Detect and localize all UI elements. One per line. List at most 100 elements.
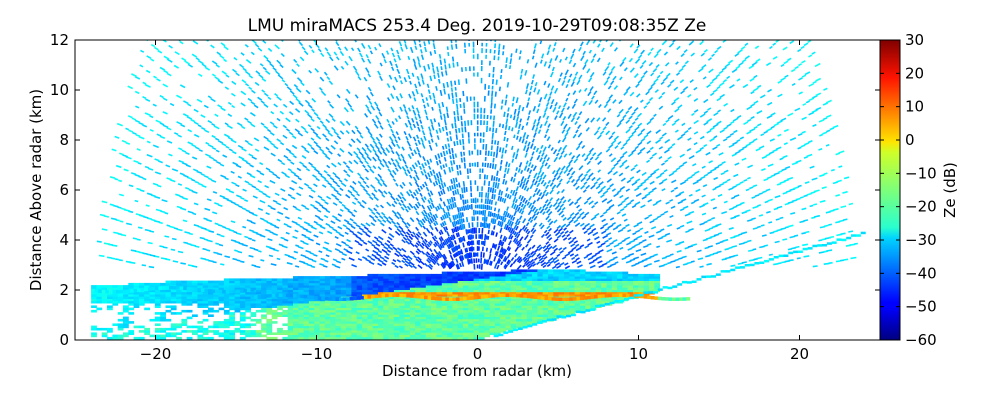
reflectivity-gate	[447, 323, 453, 326]
reflectivity-gate	[335, 282, 342, 286]
reflectivity-gate	[578, 165, 584, 171]
reflectivity-gate	[581, 215, 587, 220]
reflectivity-gate	[419, 219, 425, 226]
reflectivity-gate	[491, 78, 494, 85]
reflectivity-gate	[584, 173, 588, 178]
reflectivity-gate	[493, 212, 496, 218]
reflectivity-gate	[450, 80, 453, 87]
reflectivity-gate	[596, 57, 601, 63]
reflectivity-gate	[544, 162, 548, 167]
reflectivity-gate	[648, 97, 654, 102]
reflectivity-gate	[435, 160, 439, 166]
reflectivity-gate	[112, 296, 119, 299]
reflectivity-gate	[146, 253, 151, 256]
reflectivity-gate	[337, 153, 342, 157]
reflectivity-gate	[425, 316, 432, 320]
reflectivity-gate	[777, 80, 782, 84]
reflectivity-gate	[562, 199, 567, 204]
reflectivity-gate	[404, 291, 411, 295]
reflectivity-gate	[388, 144, 393, 150]
reflectivity-gate	[700, 175, 706, 180]
reflectivity-gate	[362, 318, 368, 322]
reflectivity-gate	[565, 97, 569, 102]
reflectivity-gate	[528, 202, 533, 209]
reflectivity-gate	[399, 191, 404, 197]
reflectivity-gate	[531, 229, 537, 235]
reflectivity-gate	[324, 178, 329, 183]
reflectivity-gate	[736, 78, 741, 82]
reflectivity-gate	[160, 296, 166, 299]
reflectivity-gate	[672, 40, 677, 43]
reflectivity-gate	[668, 42, 675, 48]
reflectivity-gate	[447, 264, 452, 270]
reflectivity-gate	[351, 276, 358, 279]
reflectivity-gate	[513, 210, 518, 217]
reflectivity-gate	[594, 201, 599, 206]
reflectivity-gate	[154, 291, 161, 295]
reflectivity-gate	[128, 282, 135, 286]
reflectivity-gate	[293, 285, 299, 288]
reflectivity-gate	[670, 189, 675, 193]
reflectivity-gate	[404, 276, 411, 279]
reflectivity-gate	[399, 287, 406, 290]
reflectivity-gate	[572, 62, 577, 68]
reflectivity-gate	[335, 41, 340, 47]
reflectivity-gate	[415, 332, 421, 335]
reflectivity-gate	[337, 161, 342, 166]
reflectivity-gate	[377, 120, 382, 125]
reflectivity-gate	[415, 330, 421, 333]
reflectivity-gate	[536, 108, 540, 114]
reflectivity-gate	[556, 167, 561, 173]
reflectivity-gate	[758, 214, 764, 217]
reflectivity-gate	[334, 175, 341, 180]
reflectivity-gate	[707, 107, 712, 111]
reflectivity-gate	[248, 74, 254, 79]
reflectivity-gate	[407, 55, 411, 61]
reflectivity-gate	[434, 213, 439, 219]
reflectivity-gate	[354, 94, 359, 99]
reflectivity-gate	[443, 88, 446, 95]
reflectivity-gate	[383, 298, 390, 302]
reflectivity-gate	[372, 323, 379, 326]
reflectivity-gate	[457, 250, 461, 256]
reflectivity-gate	[400, 153, 405, 160]
reflectivity-gate	[777, 133, 782, 137]
reflectivity-gate	[234, 305, 241, 308]
reflectivity-gate	[357, 257, 363, 262]
reflectivity-gate	[431, 276, 437, 279]
reflectivity-gate	[607, 108, 612, 113]
reflectivity-gate	[154, 285, 161, 288]
reflectivity-gate	[628, 133, 634, 139]
reflectivity-gate	[453, 116, 457, 123]
reflectivity-gate	[416, 256, 422, 261]
reflectivity-gate	[223, 309, 230, 313]
reflectivity-gate	[409, 316, 416, 320]
reflectivity-gate	[296, 192, 302, 197]
reflectivity-gate	[361, 155, 367, 161]
reflectivity-gate	[393, 318, 400, 322]
reflectivity-gate	[431, 285, 437, 288]
reflectivity-gate	[453, 183, 457, 190]
reflectivity-gate	[297, 40, 301, 42]
reflectivity-gate	[372, 307, 379, 311]
reflectivity-gate	[606, 232, 612, 236]
reflectivity-gate	[303, 221, 310, 226]
reflectivity-gate	[708, 160, 713, 164]
reflectivity-gate	[436, 323, 443, 326]
reflectivity-gate	[489, 163, 492, 169]
reflectivity-gate	[128, 291, 135, 295]
reflectivity-gate	[832, 124, 839, 129]
reflectivity-gate	[255, 282, 262, 286]
reflectivity-gate	[794, 107, 801, 112]
reflectivity-gate	[543, 80, 547, 86]
reflectivity-gate	[456, 219, 460, 225]
reflectivity-gate	[107, 287, 113, 290]
reflectivity-gate	[529, 234, 534, 239]
reflectivity-gate	[346, 287, 352, 290]
reflectivity-gate	[356, 314, 363, 317]
reflectivity-gate	[314, 309, 320, 313]
reflectivity-gate	[441, 214, 446, 220]
reflectivity-gate	[612, 226, 619, 231]
reflectivity-gate	[367, 289, 374, 293]
reflectivity-gate	[266, 128, 272, 133]
